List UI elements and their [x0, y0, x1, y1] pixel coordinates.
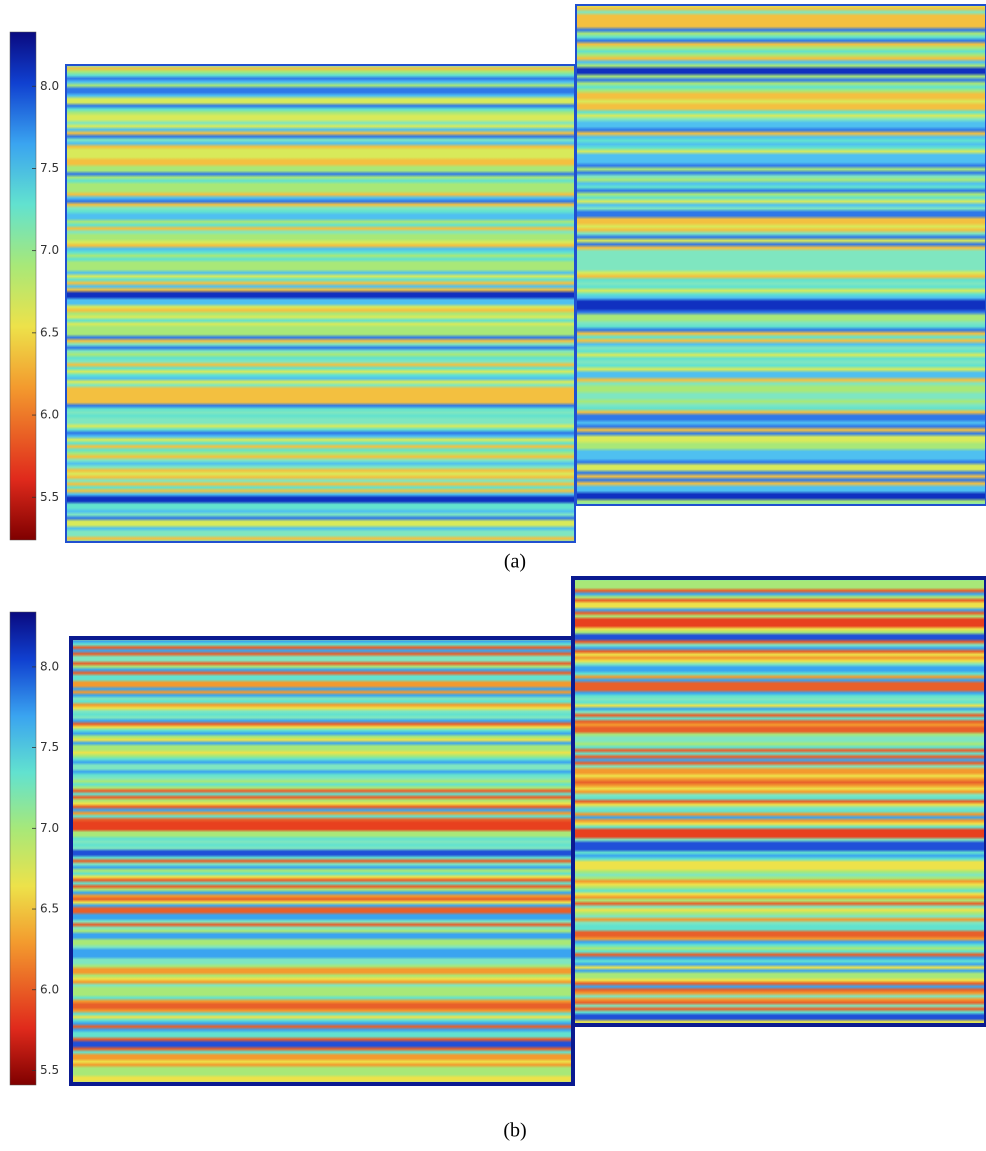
colorbar-tick-label: 5.5 — [40, 1063, 59, 1077]
panel-caption: (a) — [504, 551, 526, 573]
colorbar-tick-label: 6.5 — [40, 902, 59, 916]
colorbar-tick-label: 7.5 — [40, 740, 59, 754]
heatmap-image — [66, 65, 575, 542]
colorbar-tick-label: 5.5 — [40, 490, 59, 504]
heatmap-border — [575, 4, 986, 506]
colorbar-tick-label: 7.5 — [40, 161, 59, 175]
panel-caption: (b) — [503, 1120, 526, 1142]
colorbar-tick-label: 6.5 — [40, 325, 59, 339]
colorbar-tick-label: 7.0 — [40, 821, 59, 835]
colorbar-tick-label: 6.0 — [40, 982, 59, 996]
colorbar — [9, 611, 37, 1086]
heatmap-border — [571, 576, 986, 1027]
colorbar-tick-label: 8.0 — [40, 659, 59, 673]
colorbar-tick-label: 7.0 — [40, 243, 59, 257]
heatmap-image — [576, 5, 986, 505]
heatmap-image — [71, 638, 573, 1084]
heatmap-image — [573, 578, 986, 1025]
colorbar-tick-label: 6.0 — [40, 408, 59, 422]
colorbar — [9, 31, 37, 541]
colorbar-tick-label: 8.0 — [40, 79, 59, 93]
